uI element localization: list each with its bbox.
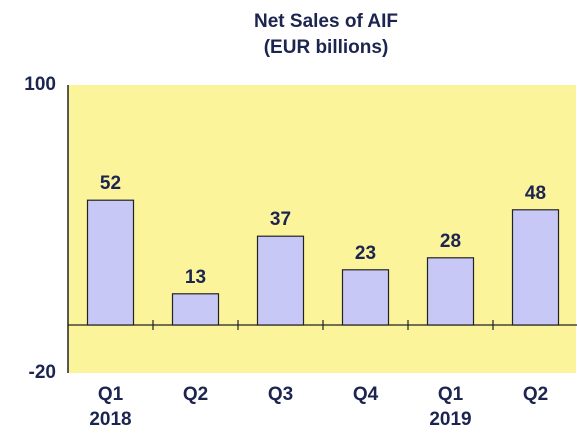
- bar: [171, 293, 220, 326]
- x-tick-label: Q2: [183, 384, 208, 405]
- chart-subtitle: (EUR billions): [264, 37, 389, 58]
- bar: [511, 209, 560, 326]
- data-label: 13: [185, 267, 206, 288]
- x-tick-label: Q1: [98, 384, 124, 405]
- x-tick-label: 2018: [89, 409, 131, 430]
- data-label: 23: [355, 243, 376, 264]
- bar: [86, 199, 135, 326]
- data-label: 48: [525, 183, 546, 204]
- y-tick-label: 100: [24, 74, 56, 95]
- y-tick-label: -20: [29, 362, 56, 383]
- chart-title: Net Sales of AIF: [254, 11, 398, 32]
- bar: [256, 235, 305, 326]
- x-tick-label: Q1: [438, 384, 464, 405]
- data-label: 37: [270, 209, 291, 230]
- x-tick-label: 2019: [429, 409, 471, 430]
- x-tick-label: Q4: [353, 384, 379, 405]
- plot-area: [68, 85, 576, 373]
- bar: [426, 257, 475, 326]
- bar: [341, 269, 390, 326]
- x-tick-label: Q3: [268, 384, 293, 405]
- data-label: 52: [100, 173, 121, 194]
- data-label: 28: [440, 231, 461, 252]
- x-tick-label: Q2: [523, 384, 548, 405]
